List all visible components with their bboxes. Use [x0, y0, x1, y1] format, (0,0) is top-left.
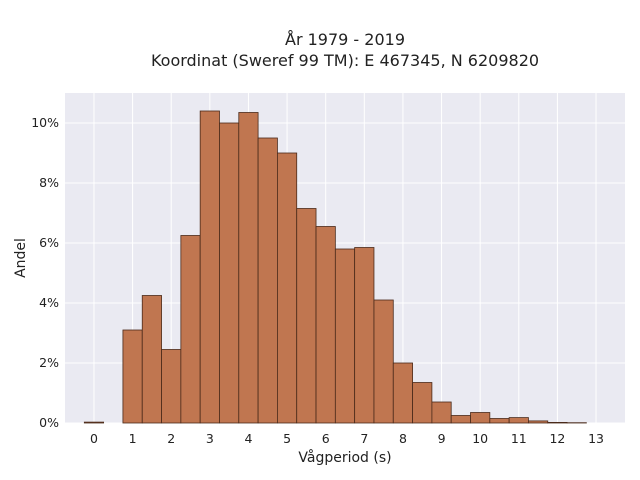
- x-tick-label: 12: [549, 431, 565, 446]
- histogram-bar: [199, 110, 220, 424]
- x-axis: 0 1 2 3 4 5 6 7 8 9 10 11 12 13: [90, 431, 604, 446]
- x-tick-label: 9: [438, 431, 446, 446]
- x-tick-label: 7: [360, 431, 368, 446]
- histogram-bar: [83, 421, 105, 424]
- histogram-bar: [277, 152, 298, 424]
- histogram-bar: [238, 112, 259, 424]
- x-axis-label: Vågperiod (s): [298, 449, 391, 466]
- x-tick-label: 4: [244, 431, 252, 446]
- histogram-bar: [334, 248, 356, 424]
- histogram-bar: [470, 412, 491, 424]
- histogram-bar: [450, 415, 471, 424]
- y-tick-label: 4%: [39, 295, 59, 310]
- x-tick-label: 3: [206, 431, 214, 446]
- histogram-bar: [373, 299, 394, 424]
- y-axis: 0% 2% 4% 6% 8% 10%: [31, 115, 59, 430]
- x-tick-label: 11: [511, 431, 527, 446]
- histogram-bar: [392, 362, 413, 424]
- x-tick-label: 0: [90, 431, 98, 446]
- histogram-bar: [315, 226, 336, 424]
- histogram-bar: [412, 382, 433, 424]
- histogram-bar: [489, 418, 510, 424]
- y-axis-label: Andel: [13, 238, 29, 278]
- chart-subtitle: Koordinat (Sweref 99 TM): E 467345, N 62…: [151, 51, 539, 70]
- chart-title: År 1979 - 2019: [285, 30, 405, 49]
- y-tick-label: 8%: [39, 175, 59, 190]
- y-tick-label: 0%: [39, 415, 59, 430]
- histogram-bar: [257, 137, 278, 424]
- x-tick-label: 10: [472, 431, 488, 446]
- histogram-bar: [161, 349, 182, 424]
- histogram-bar: [354, 247, 375, 424]
- x-tick-label: 1: [129, 431, 137, 446]
- x-tick-label: 8: [399, 431, 407, 446]
- histogram-bar: [180, 235, 201, 424]
- x-tick-label: 13: [588, 431, 604, 446]
- histogram-bar: [547, 421, 568, 424]
- bars: [83, 110, 587, 424]
- x-tick-label: 5: [283, 431, 291, 446]
- histogram-bar: [296, 208, 317, 424]
- histogram-bar: [431, 401, 452, 424]
- x-tick-label: 2: [167, 431, 175, 446]
- histogram-bar: [528, 420, 549, 424]
- histogram-bar: [141, 295, 162, 424]
- histogram-bar: [508, 417, 529, 424]
- y-tick-label: 2%: [39, 355, 59, 370]
- histogram-bar: [219, 122, 240, 424]
- x-tick-label: 6: [322, 431, 330, 446]
- y-tick-label: 10%: [31, 115, 59, 130]
- histogram-bar: [122, 329, 143, 424]
- y-tick-label: 6%: [39, 235, 59, 250]
